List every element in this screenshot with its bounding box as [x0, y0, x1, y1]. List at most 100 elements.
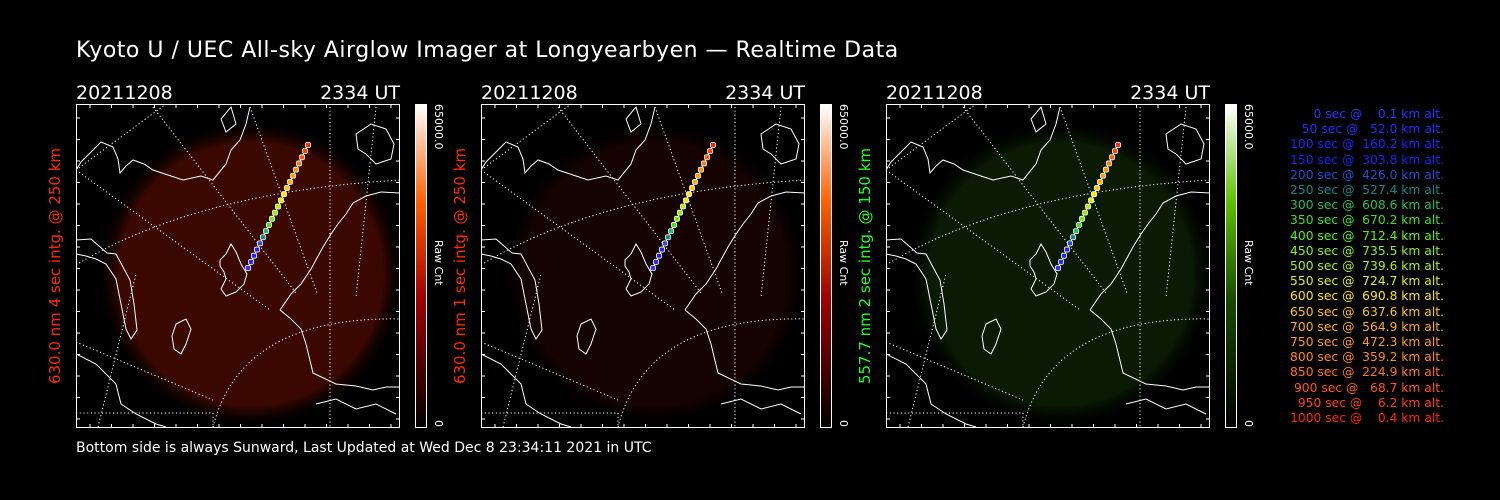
allsky-panel: 20211208 2334 UT — [856, 80, 1306, 440]
trajectory-point — [254, 246, 260, 253]
colorbar-min-label: 0 — [1242, 420, 1255, 427]
legend-entry: 450 sec @ 735.5 km alt. — [1290, 243, 1444, 258]
trajectory-point — [698, 166, 704, 173]
trajectory-point — [704, 154, 710, 161]
legend-entry: 400 sec @ 712.4 km alt. — [1290, 228, 1444, 243]
legend-entry: 750 sec @ 472.3 km alt. — [1290, 335, 1444, 350]
geographic-grid — [886, 104, 1210, 428]
trajectory-point — [269, 215, 275, 222]
trajectory-point — [710, 142, 716, 148]
trajectory-point — [674, 215, 680, 222]
rocket-trajectory — [1055, 142, 1121, 271]
map-frame — [481, 104, 805, 428]
colorbar — [1225, 104, 1237, 428]
panel-time: 2334 UT — [725, 82, 805, 104]
legend-entry: 300 sec @ 608.6 km alt. — [1290, 198, 1444, 213]
trajectory-point — [653, 258, 659, 265]
trajectory-point — [287, 179, 293, 185]
trajectory-point — [299, 154, 305, 161]
map-frame — [886, 104, 1210, 428]
trajectory-point — [692, 179, 698, 185]
trajectory-point — [260, 234, 266, 241]
trajectory-point — [1106, 160, 1112, 167]
legend-entry: 0 sec @ 0.1 km alt. — [1313, 107, 1444, 121]
panel-time: 2334 UT — [320, 82, 400, 104]
trajectory-point — [1112, 148, 1118, 155]
trajectory-point — [659, 246, 665, 253]
colorbar — [415, 104, 427, 428]
geographic-grid — [481, 104, 805, 428]
trajectory-point — [1082, 209, 1088, 216]
legend-entry: 50 sec @ 52.0 km alt. — [1301, 122, 1444, 137]
trajectory-point — [251, 252, 257, 259]
geographic-grid — [76, 104, 400, 428]
legend-entry: 950 sec @ 6.2 km alt. — [1297, 395, 1444, 410]
trajectory-point — [1073, 228, 1079, 234]
allsky-map — [76, 104, 400, 428]
trajectory-point — [1109, 154, 1115, 161]
trajectory-point — [689, 185, 695, 191]
trajectory-point — [302, 148, 308, 155]
allsky-panel: 20211208 2334 UT — [451, 80, 901, 440]
trajectory-point — [266, 222, 272, 228]
legend-entry: 100 sec @ 160.2 km alt. — [1290, 137, 1444, 152]
trajectory-point — [707, 148, 713, 155]
panel-time: 2334 UT — [1130, 82, 1210, 104]
footer-status: Bottom side is always Sunward, Last Upda… — [76, 440, 652, 456]
colorbar-min-label: 0 — [837, 420, 850, 427]
allsky-panel: 20211208 2334 UT — [46, 80, 496, 440]
trajectory-point — [656, 252, 662, 259]
page-title: Kyoto U / UEC All-sky Airglow Imager at … — [76, 38, 899, 63]
panel-wavelength-label: 630.0 nm 4 sec intg. @ 250 km — [46, 147, 64, 385]
panel-date: 20211208 — [481, 82, 578, 104]
trajectory-point — [263, 228, 269, 234]
coastlines — [76, 105, 400, 428]
trajectory-point — [290, 172, 296, 179]
trajectory-point — [668, 228, 674, 234]
trajectory-point — [1064, 246, 1070, 253]
trajectory-point — [1091, 191, 1097, 198]
panel-wavelength-label: 630.0 nm 1 sec intg. @ 250 km — [451, 147, 469, 385]
allsky-map — [481, 104, 805, 428]
trajectory-point — [1103, 166, 1109, 173]
legend-entry: 900 sec @ 68.7 km alt. — [1293, 380, 1444, 395]
coastlines — [481, 105, 805, 428]
trajectory-point — [686, 191, 692, 198]
trajectory-point — [296, 160, 302, 167]
panel-date: 20211208 — [886, 82, 983, 104]
trajectory-point — [671, 222, 677, 228]
trajectory-point — [281, 191, 287, 198]
colorbar-unit-label: Raw Cnt — [837, 240, 850, 286]
rocket-trajectory — [245, 142, 311, 271]
airglow-image — [96, 119, 400, 428]
trajectory-point — [275, 203, 281, 210]
trajectory-point — [1094, 185, 1100, 191]
trajectory-point — [1058, 258, 1064, 265]
legend-entry: 200 sec @ 426.0 km alt. — [1290, 167, 1444, 182]
trajectory-point — [1061, 252, 1067, 259]
trajectory-point — [284, 185, 290, 191]
rocket-altitude-legend: 0 sec @ 0.1 km alt. 50 sec @ 52.0 km alt.… — [1262, 107, 1444, 426]
rocket-trajectory — [650, 142, 716, 271]
trajectory-point — [665, 234, 671, 241]
legend-entry: 550 sec @ 724.7 km alt. — [1290, 274, 1444, 289]
colorbar-unit-label: Raw Cnt — [1242, 240, 1255, 286]
airglow-image — [906, 119, 1210, 428]
colorbar-max-label: 65000.0 — [837, 104, 850, 150]
legend-entry: 1000 sec @ 0.4 km alt. — [1290, 411, 1444, 426]
trajectory-point — [695, 172, 701, 179]
legend-entry: 600 sec @ 690.8 km alt. — [1290, 289, 1444, 304]
trajectory-point — [257, 240, 263, 247]
trajectory-point — [305, 142, 311, 148]
trajectory-point — [245, 265, 251, 271]
trajectory-point — [680, 203, 686, 210]
airglow-image — [501, 119, 805, 428]
colorbar-unit-label: Raw Cnt — [432, 240, 445, 286]
trajectory-point — [248, 258, 254, 265]
trajectory-point — [701, 160, 707, 167]
trajectory-point — [677, 209, 683, 216]
legend-entry: 150 sec @ 303.8 km alt. — [1290, 152, 1444, 167]
colorbar-min-label: 0 — [432, 420, 445, 427]
colorbar-max-label: 65000.0 — [1242, 104, 1255, 150]
trajectory-point — [1076, 222, 1082, 228]
